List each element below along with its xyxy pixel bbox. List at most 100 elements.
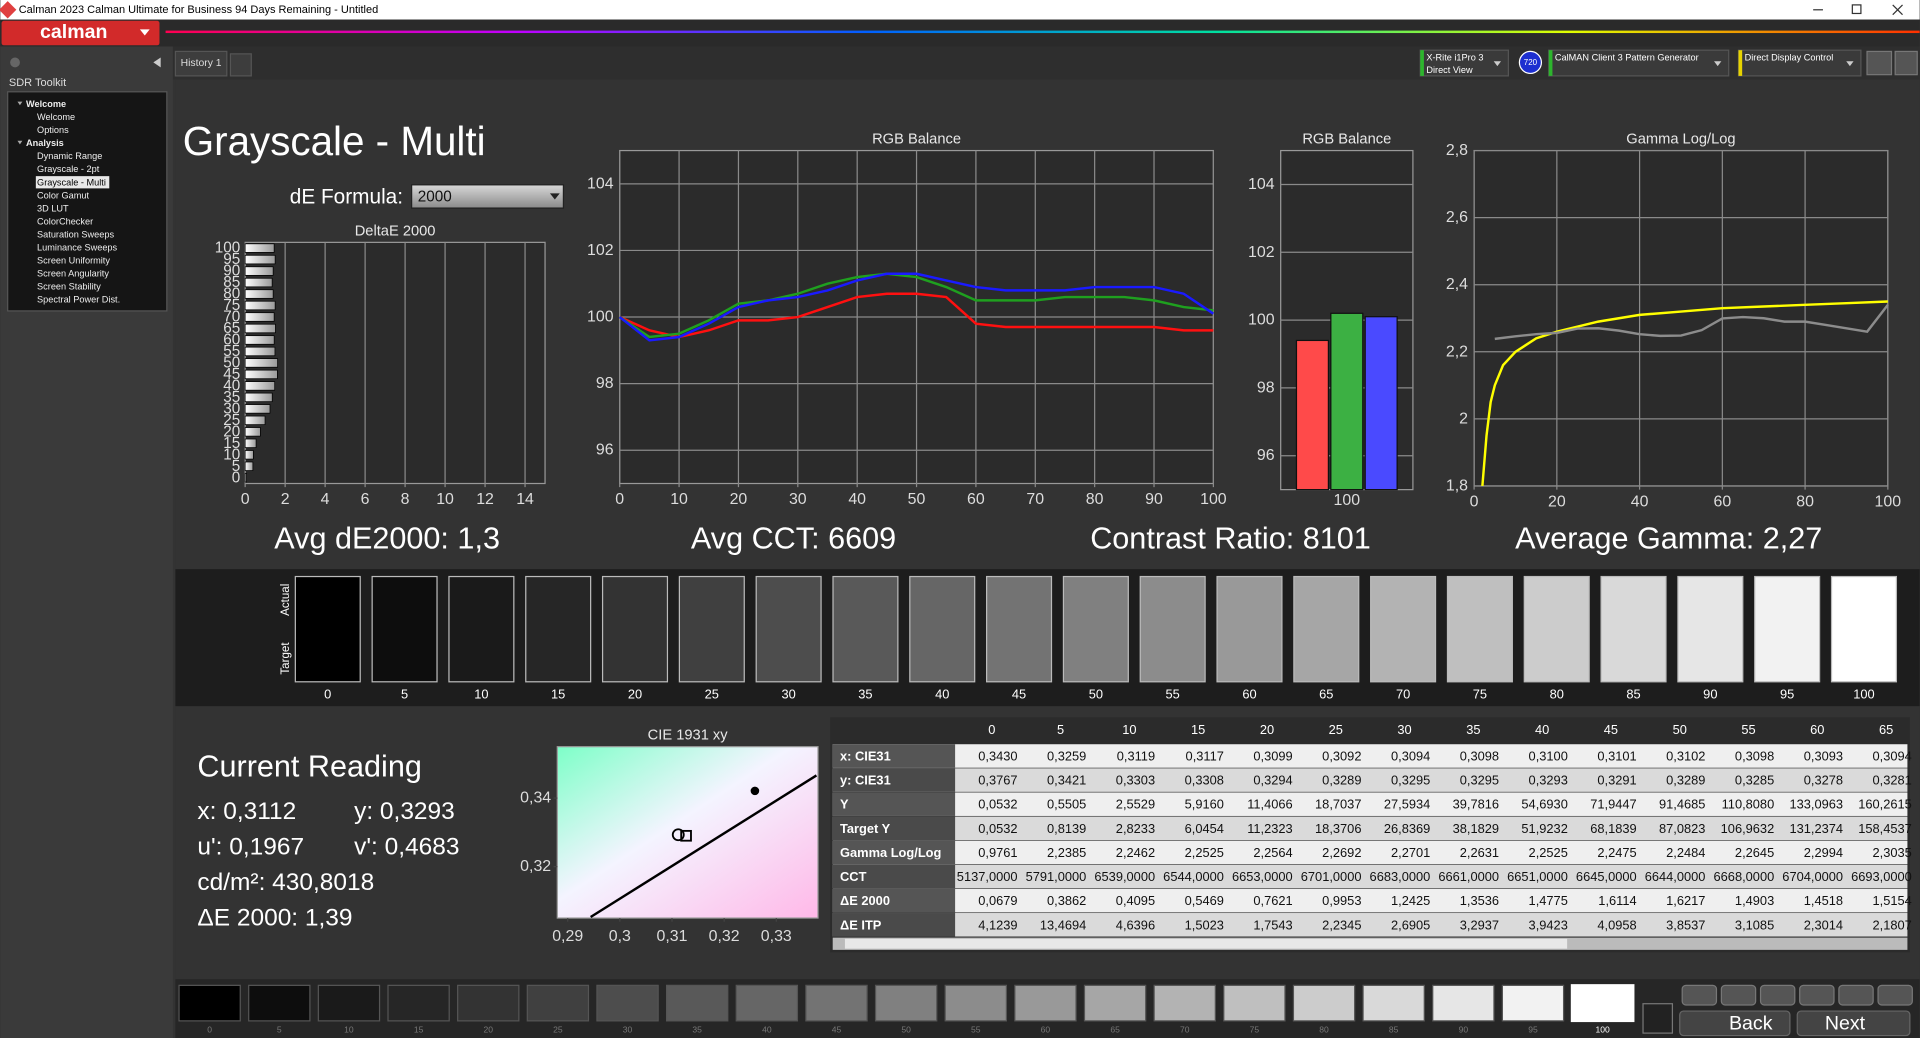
patch-button[interactable] (1501, 984, 1565, 1022)
sidebar-item[interactable]: Screen Stability (37, 282, 101, 292)
settings-button[interactable] (1866, 50, 1893, 76)
bar (244, 438, 257, 448)
table-cell: 1,7543 (1253, 917, 1292, 932)
add-tab[interactable] (229, 53, 252, 77)
scroll-thumb[interactable] (844, 938, 1568, 949)
top-bar (0, 19, 1920, 47)
patch-button[interactable] (1570, 984, 1635, 1023)
table-cell: 2,2525 (1529, 845, 1568, 860)
device-status (1738, 50, 1743, 76)
table-cell: 3,8537 (1666, 917, 1705, 932)
sidebar-item[interactable]: Welcome (26, 99, 66, 109)
collapse-arrow[interactable] (153, 57, 161, 68)
patch-button[interactable] (1014, 984, 1077, 1022)
patch-button[interactable] (1153, 984, 1216, 1022)
tree-toggle[interactable] (17, 140, 23, 145)
table-header: 30 (1397, 722, 1411, 737)
sidebar-item[interactable]: Screen Angularity (37, 269, 109, 279)
formula-select[interactable] (411, 184, 565, 209)
row-label: ΔE 2000 (840, 893, 890, 908)
patch-button[interactable] (944, 984, 1008, 1022)
device-sub: Direct View (1426, 65, 1473, 75)
device-badge-label: 720 (1524, 58, 1538, 67)
device-box[interactable] (1548, 49, 1730, 77)
swatch-row-label: Actual (279, 584, 292, 616)
reading-line: ΔE 2000: 1,39 (197, 905, 352, 932)
patch-button[interactable] (735, 984, 799, 1022)
table-cell: 18,3706 (1315, 821, 1361, 836)
table-header: 0 (988, 722, 995, 737)
patch-button[interactable] (665, 984, 729, 1022)
patch-button[interactable] (1292, 984, 1356, 1022)
sidebar-item[interactable]: ColorChecker (37, 216, 93, 226)
sidebar-item[interactable]: Saturation Sweeps (37, 229, 114, 239)
patch-button[interactable] (874, 984, 938, 1022)
patch-button[interactable] (248, 984, 311, 1022)
patch-button[interactable] (1362, 984, 1425, 1022)
sidebar-item[interactable]: Color Gamut (37, 190, 89, 200)
window-controls[interactable] (1813, 4, 1903, 16)
patch-button[interactable] (1223, 984, 1286, 1022)
y-tick-label: 70 (223, 309, 240, 326)
next-label[interactable]: Next (1825, 1012, 1866, 1034)
device-box[interactable] (1419, 49, 1509, 77)
table-header: 45 (1604, 722, 1618, 737)
x-tick-label: 30 (789, 491, 807, 508)
patch-button[interactable] (526, 984, 590, 1022)
next-button[interactable] (1796, 1010, 1911, 1037)
reading-line: x: 0,3112 (197, 798, 296, 825)
formula-value[interactable]: 2000 (418, 189, 452, 206)
patch-button[interactable] (805, 984, 868, 1022)
back-label[interactable]: Back (1729, 1012, 1773, 1034)
table-cell: 6661,0000 (1438, 869, 1499, 884)
x-tick-label: 0 (615, 491, 624, 508)
y-tick-label: 15 (223, 435, 240, 452)
patch-button[interactable] (178, 984, 241, 1022)
logo-button[interactable] (1, 20, 160, 46)
y-tick-label: 10 (223, 446, 240, 463)
sidebar-item[interactable]: Grayscale - Multi (37, 177, 106, 187)
patch-button[interactable] (317, 984, 381, 1022)
patch-button[interactable] (387, 984, 450, 1022)
patch-label: 15 (414, 1024, 424, 1034)
chart-title: DeltaE 2000 (355, 223, 436, 239)
sidebar-item[interactable]: Welcome (37, 112, 75, 122)
sidebar-item[interactable]: 3D LUT (37, 203, 69, 213)
bar (244, 358, 278, 368)
reading-title: Current Reading (197, 749, 421, 783)
panel-button[interactable] (1894, 50, 1918, 76)
plot-area (556, 746, 819, 919)
patch-label: 80 (1319, 1024, 1329, 1034)
tree-toggle[interactable] (17, 101, 23, 106)
title-bar (0, 0, 1920, 20)
bar (244, 404, 271, 414)
sidebar-item[interactable]: Analysis (26, 138, 64, 148)
sidebar-item[interactable]: Grayscale - 2pt (37, 164, 100, 174)
patch-button[interactable] (457, 984, 520, 1022)
patch-label: 20 (483, 1024, 493, 1034)
swatch (448, 575, 515, 683)
x-tick-label: 60 (1713, 493, 1731, 510)
footer-icons[interactable] (1642, 984, 1913, 1034)
table-cell: 2,3014 (1804, 917, 1843, 932)
device-box[interactable] (1737, 49, 1862, 77)
sidebar-item[interactable]: Luminance Sweeps (37, 242, 117, 252)
table-cell: 2,2994 (1804, 845, 1843, 860)
back-button[interactable] (1679, 1010, 1791, 1037)
sidebar-item[interactable]: Dynamic Range (37, 151, 102, 161)
y-tick-label: 1,8 (1446, 477, 1468, 494)
y-tick-label: 60 (223, 331, 240, 348)
sidebar-item[interactable]: Options (37, 125, 69, 135)
patch-button[interactable] (1432, 984, 1495, 1022)
device-badge[interactable] (1518, 50, 1543, 75)
table-cell: 0,4095 (1116, 893, 1155, 908)
patch-button[interactable] (1083, 984, 1147, 1022)
table-cell: 27,5934 (1384, 797, 1430, 812)
sidebar-item[interactable]: Spectral Power Dist. (37, 295, 120, 305)
tab[interactable] (174, 50, 228, 77)
patch-button[interactable] (596, 984, 659, 1022)
table-cell: 0,3862 (1047, 893, 1086, 908)
sidebar-item[interactable]: Screen Uniformity (37, 255, 110, 265)
bar (244, 346, 276, 357)
table-cell: 71,9447 (1590, 797, 1636, 812)
